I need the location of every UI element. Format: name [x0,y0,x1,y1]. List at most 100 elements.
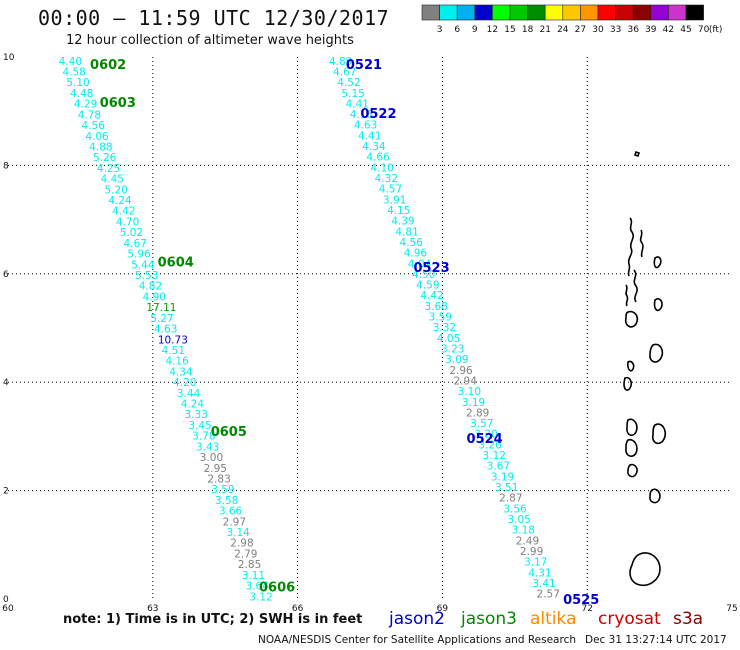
swh-value: 3.17 [524,557,547,569]
x-tick-label: 60 [2,604,14,614]
colorbar-label: 42 [663,25,674,35]
colorbar-swatch [685,4,704,21]
swh-value: 4.66 [366,152,390,164]
colorbar-swatch [421,4,440,21]
island-j [627,463,638,478]
swh-value: 4.96 [404,248,428,260]
swh-value: 4.67 [124,238,147,250]
footer-timestamp: Dec 31 13:27:14 UTC 2017 [585,634,727,646]
swh-value: 4.81 [395,226,418,238]
swh-value: 2.85 [238,559,261,571]
footer-credit: NOAA/NESDIS Center for Satellite Applica… [258,634,576,646]
swh-value: 3.26 [478,439,502,451]
coastline [623,150,667,587]
swh-value: 3.51 [495,482,518,494]
colorbar-swatch [632,4,652,21]
colorbar-label: 21 [539,25,550,35]
colorbar-swatch [456,4,476,21]
swh-value: 2.97 [223,516,246,528]
swh-value: 4.06 [85,131,109,143]
swh-value: 3.59 [429,312,452,324]
colorbar-unit: (ft) [709,25,723,35]
x-tick-label: 69 [437,604,449,614]
pass-time-label: 0605 [211,425,247,440]
swh-value: 3.59 [211,484,234,496]
swh-value: 4.56 [82,120,106,132]
colorbar-label: 45 [680,25,691,35]
colorbar-label: 15 [504,25,515,35]
island-g [626,418,638,437]
swh-value: 4.42 [112,206,135,218]
colorbar-label: 3 [437,25,443,35]
swh-value: 4.88 [89,141,112,153]
colorbar-swatch [492,4,511,21]
lat-lon-grid [8,57,732,599]
swh-value: 4.40 [59,56,82,68]
swh-value: 2.57 [537,589,560,601]
colorbar-label: 6 [454,25,460,35]
colorbar-swatch [580,4,599,21]
swh-value: 5.15 [341,88,364,100]
colorbar-swatch [509,4,528,21]
swh-value: 3.44 [177,388,201,400]
x-tick-label: 63 [147,604,158,614]
swh-value: 4.41 [358,130,381,142]
colorbar-swatch [544,4,564,21]
swh-value: 4.20 [173,377,196,389]
swh-value: 3.23 [441,343,464,355]
colorbar-label: 9 [472,25,478,35]
swh-value: 2.89 [466,407,489,419]
swh-value: 3.41 [532,578,555,590]
swh-value: 5.53 [135,270,158,282]
swh-value: 2.96 [449,365,473,377]
x-tick-label: 66 [292,604,304,614]
swh-value: 4.90 [143,291,166,303]
island-chain-1 [627,217,635,277]
swh-value: 4.10 [370,162,393,174]
colorbar-label: 30 [592,25,604,35]
colorbar-swatch [650,4,669,21]
swh-value: 3.12 [483,450,506,462]
swh-value: 3.05 [507,514,530,526]
pass-time-label: 0525 [563,593,599,608]
island-d [649,343,664,363]
swh-value: 4.29 [74,99,97,111]
swh-value: 3.57 [470,418,493,430]
swh-value: 4.42 [420,290,443,302]
swh-value: 4.78 [78,109,101,121]
swh-value: 3.09 [445,354,468,366]
swh-value: 4.48 [70,88,93,100]
island-chain-3 [633,269,638,303]
swh-value: 4.24 [181,399,205,411]
pass-time-label: 0606 [259,581,295,596]
swh-value: 3.45 [188,420,211,432]
swh-value: 4.57 [379,184,402,196]
swh-value: 3.78 [192,431,215,443]
swh-value: 2.79 [234,548,257,560]
swh-value: 4.31 [528,567,551,579]
island-chain-4 [625,284,629,307]
colorbar-swatch [474,4,493,21]
island-f [623,376,632,391]
swh-value: 4.39 [391,216,414,228]
swh-value: 4.63 [354,120,377,132]
swh-value: 3.19 [491,471,514,483]
swh-value: 4.63 [154,324,177,336]
swh-value: 4.51 [162,345,185,357]
colorbar-label: 27 [575,25,586,35]
swh-value: 3.20 [474,429,497,441]
swh-value: 5.44 [131,259,155,271]
swh-value: 4.59 [416,280,439,292]
swh-value: 3.14 [226,527,250,539]
swh-value: 4.70 [116,216,139,228]
island-k [649,488,661,504]
footer-note: note: 1) Time is in UTC; 2) SWH is in fe… [63,612,363,627]
swh-value: 3.56 [503,503,527,515]
swh-value: 4.16 [350,109,374,121]
colorbar-label: 18 [522,25,534,35]
swh-value: 2.99 [520,546,543,558]
swh-value: 4.25 [97,163,120,175]
colorbar-label: 70 [698,25,710,35]
swh-value: 4.58 [62,67,85,79]
